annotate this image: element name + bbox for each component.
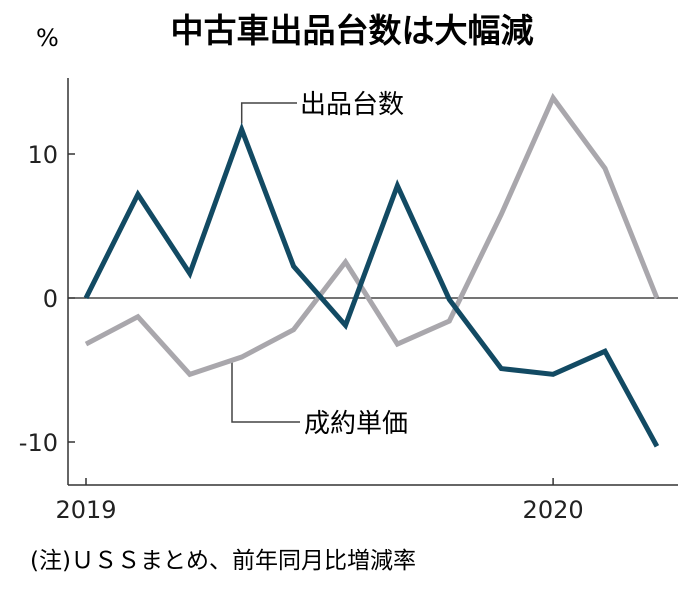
series-label-price: 成約単価 [304, 409, 408, 439]
leader-line-listings [240, 102, 297, 124]
y-tick-label: -10 [19, 429, 58, 457]
tick-labels: 10 0 -10 2019 2020 [19, 141, 584, 524]
source-note: (注)ＵＳＳまとめ、前年同月比増減率 [30, 548, 416, 574]
series-label-listings: 出品台数 [300, 90, 404, 120]
y-tick-label: 10 [27, 141, 58, 169]
leader-line-price [231, 360, 300, 423]
axes [67, 78, 678, 486]
y-axis-unit: % [36, 24, 59, 52]
chart-title: 中古車出品台数は大幅減 [171, 11, 534, 50]
series-lines [83, 92, 660, 448]
series-line-listings [83, 122, 660, 448]
x-tick-label: 2019 [55, 496, 116, 524]
y-tick-label: 0 [43, 285, 58, 313]
series-line-price [84, 92, 660, 378]
x-tick-label: 2020 [523, 496, 584, 524]
